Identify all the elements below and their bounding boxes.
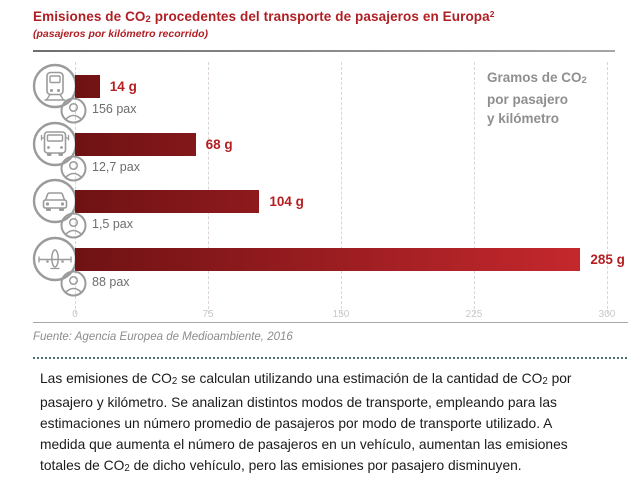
bar-value-train: 14 g <box>109 79 137 94</box>
x-axis-tick-150: 150 <box>332 309 350 320</box>
x-axis-tick-225: 225 <box>465 309 483 320</box>
pax-label-plane: 88 pax <box>92 275 130 289</box>
person-icon <box>60 212 87 239</box>
pax-label-bus: 12,7 pax <box>92 160 140 174</box>
person-icon <box>60 97 87 124</box>
bar-car <box>75 190 260 213</box>
x-axis-tick-0: 0 <box>72 309 78 320</box>
legend-line-1: Gramos de CO2 <box>487 70 587 86</box>
gridline-0 <box>75 62 76 314</box>
bar-bus <box>75 133 196 156</box>
gridline-150 <box>341 62 342 314</box>
dotted-divider <box>33 357 627 359</box>
bar-line-car: 104 g <box>75 190 304 213</box>
x-axis-tick-75: 75 <box>202 309 214 320</box>
legend-line-2: por pasajero <box>487 91 569 107</box>
bar-line-bus: 68 g <box>75 133 233 156</box>
header-divider <box>33 50 615 52</box>
x-axis-tick-300: 300 <box>598 309 616 320</box>
pax-label-train: 156 pax <box>92 102 137 116</box>
bar-train <box>75 75 100 98</box>
bar-value-plane: 285 g <box>590 252 625 267</box>
legend-line-3: y kilómetro <box>487 110 560 126</box>
bar-plane <box>75 248 581 271</box>
explanation-paragraph: Las emisiones de CO2 se calculan utiliza… <box>40 371 572 474</box>
page-subtitle: (pasajeros por kilómetro recorrido) <box>33 28 209 40</box>
page-title: Emisiones de CO2 procedentes del transpo… <box>33 9 495 25</box>
gridline-300 <box>607 62 608 314</box>
bar-line-train: 14 g <box>75 75 137 98</box>
person-icon <box>60 155 87 182</box>
source-note: Fuente: Agencia Europea de Medioambiente… <box>33 331 293 343</box>
bar-line-plane: 285 g <box>75 248 625 271</box>
bar-value-car: 104 g <box>269 194 304 209</box>
pax-label-car: 1,5 pax <box>92 217 134 231</box>
gridline-225 <box>474 62 475 314</box>
bar-value-bus: 68 g <box>205 137 233 152</box>
gridline-75 <box>208 62 209 314</box>
chart-legend: Gramos de CO2 por pasajero y kilómetro <box>487 68 587 128</box>
chart-bottom-divider <box>33 322 628 323</box>
person-icon <box>60 270 87 297</box>
bar-chart: Gramos de CO2 por pasajero y kilómetro 1… <box>0 52 631 322</box>
